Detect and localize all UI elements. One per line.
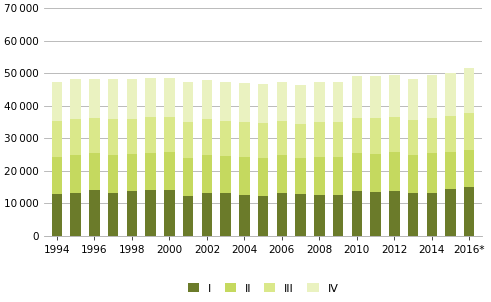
Bar bbox=[408, 193, 418, 236]
Bar bbox=[333, 157, 343, 195]
Bar bbox=[314, 194, 325, 236]
Bar bbox=[296, 158, 306, 194]
Bar bbox=[464, 187, 474, 236]
Bar bbox=[258, 158, 268, 196]
Bar bbox=[145, 153, 156, 190]
Bar bbox=[71, 119, 81, 155]
Bar bbox=[258, 196, 268, 236]
Bar bbox=[89, 153, 100, 190]
Bar bbox=[52, 157, 62, 194]
Bar bbox=[370, 118, 381, 154]
Bar bbox=[220, 193, 231, 236]
Bar bbox=[464, 68, 474, 114]
Bar bbox=[183, 122, 193, 158]
Bar bbox=[71, 79, 81, 119]
Bar bbox=[71, 155, 81, 193]
Bar bbox=[89, 190, 100, 236]
Bar bbox=[202, 119, 212, 155]
Bar bbox=[370, 154, 381, 192]
Bar bbox=[296, 194, 306, 236]
Bar bbox=[164, 117, 174, 153]
Bar bbox=[352, 118, 362, 153]
Bar bbox=[352, 191, 362, 236]
Bar bbox=[127, 191, 137, 236]
Bar bbox=[389, 117, 400, 153]
Bar bbox=[277, 193, 287, 236]
Bar bbox=[202, 80, 212, 119]
Bar bbox=[202, 193, 212, 236]
Bar bbox=[258, 124, 268, 158]
Bar bbox=[127, 154, 137, 191]
Legend: I, II, III, IV: I, II, III, IV bbox=[188, 283, 338, 294]
Bar bbox=[108, 155, 118, 193]
Bar bbox=[145, 190, 156, 236]
Bar bbox=[183, 158, 193, 196]
Bar bbox=[145, 78, 156, 117]
Bar bbox=[127, 79, 137, 119]
Bar bbox=[164, 190, 174, 236]
Bar bbox=[277, 120, 287, 155]
Bar bbox=[183, 82, 193, 122]
Bar bbox=[427, 76, 437, 118]
Bar bbox=[108, 79, 118, 119]
Bar bbox=[464, 150, 474, 187]
Bar bbox=[314, 157, 325, 194]
Bar bbox=[370, 76, 381, 118]
Bar bbox=[408, 155, 418, 193]
Bar bbox=[127, 119, 137, 154]
Bar bbox=[220, 82, 231, 121]
Bar bbox=[239, 157, 249, 194]
Bar bbox=[333, 82, 343, 121]
Bar bbox=[427, 153, 437, 193]
Bar bbox=[370, 192, 381, 236]
Bar bbox=[427, 193, 437, 236]
Bar bbox=[445, 189, 456, 236]
Bar bbox=[220, 121, 231, 156]
Bar bbox=[277, 155, 287, 193]
Bar bbox=[314, 82, 325, 122]
Bar bbox=[333, 121, 343, 157]
Bar bbox=[71, 193, 81, 236]
Bar bbox=[296, 124, 306, 158]
Bar bbox=[445, 73, 456, 116]
Bar bbox=[52, 194, 62, 236]
Bar bbox=[389, 153, 400, 191]
Bar bbox=[108, 119, 118, 155]
Bar bbox=[352, 153, 362, 191]
Bar bbox=[314, 122, 325, 157]
Bar bbox=[389, 191, 400, 236]
Bar bbox=[239, 122, 249, 157]
Bar bbox=[445, 153, 456, 189]
Bar bbox=[408, 120, 418, 155]
Bar bbox=[52, 121, 62, 157]
Bar bbox=[277, 82, 287, 120]
Bar bbox=[258, 84, 268, 124]
Bar bbox=[333, 195, 343, 236]
Bar bbox=[220, 156, 231, 193]
Bar bbox=[89, 79, 100, 118]
Bar bbox=[239, 194, 249, 236]
Bar bbox=[352, 76, 362, 118]
Bar bbox=[408, 79, 418, 120]
Bar bbox=[164, 78, 174, 117]
Bar bbox=[445, 116, 456, 153]
Bar bbox=[427, 118, 437, 153]
Bar bbox=[464, 114, 474, 150]
Bar bbox=[52, 82, 62, 121]
Bar bbox=[108, 193, 118, 236]
Bar bbox=[183, 196, 193, 236]
Bar bbox=[389, 75, 400, 117]
Bar bbox=[296, 85, 306, 124]
Bar bbox=[145, 117, 156, 153]
Bar bbox=[89, 118, 100, 153]
Bar bbox=[239, 83, 249, 122]
Bar bbox=[202, 155, 212, 193]
Bar bbox=[164, 153, 174, 190]
